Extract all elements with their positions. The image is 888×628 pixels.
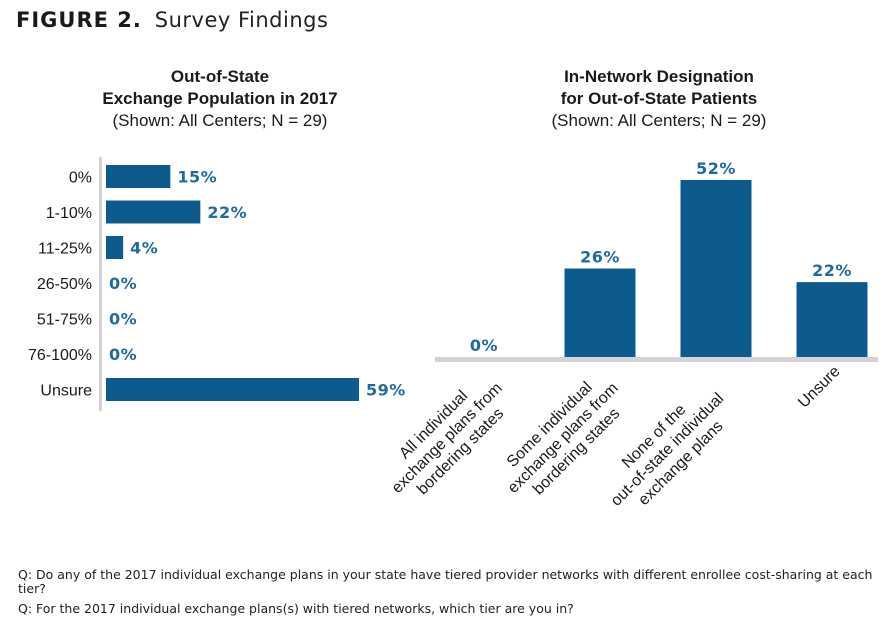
footer-notes: Q: Do any of the 2017 individual exchang… bbox=[18, 568, 878, 622]
right-chart-category-label-line: exchange plans from bbox=[389, 380, 506, 497]
left-bar-chart: 0% 15% 1-10% 22% 11-25% 4% 26-50% 0% 51-75% 0% 76-… bbox=[28, 157, 406, 411]
left-chart-value-label: 22% bbox=[207, 203, 247, 222]
left-chart-bar bbox=[106, 236, 124, 259]
right-chart-title-line-2: for Out-of-State Patients bbox=[560, 89, 758, 108]
right-chart-value-label: 22% bbox=[812, 261, 852, 280]
left-chart-category-label: Unsure bbox=[40, 383, 92, 400]
left-chart-title: Out-of-State Exchange Population in 2017… bbox=[60, 66, 380, 132]
left-chart-subtitle: (Shown: All Centers; N = 29) bbox=[112, 111, 328, 130]
left-chart-value-label: 15% bbox=[177, 168, 217, 187]
right-chart-bar bbox=[680, 180, 752, 357]
left-chart-category-label: 0% bbox=[69, 170, 92, 187]
right-chart-bar bbox=[796, 282, 868, 357]
right-chart-category-label-line: exchange plans from bbox=[505, 380, 622, 497]
left-chart-value-label: 59% bbox=[366, 381, 406, 400]
right-chart-category-label-line: out-of-state individual bbox=[608, 390, 728, 510]
left-chart-category-label: 76-100% bbox=[28, 347, 92, 364]
figure-title: FIGURE 2. Survey Findings bbox=[16, 6, 328, 33]
right-chart-bar bbox=[564, 268, 636, 357]
right-chart-value-label: 52% bbox=[696, 159, 736, 178]
right-chart-value-label: 26% bbox=[580, 248, 620, 267]
left-chart-category-label: 51-75% bbox=[37, 312, 92, 329]
left-chart-value-label: 0% bbox=[109, 345, 137, 364]
right-chart-title: In-Network Designation for Out-of-State … bbox=[484, 66, 834, 132]
right-chart-axis bbox=[435, 357, 878, 362]
right-chart-title-line-1: In-Network Designation bbox=[564, 67, 754, 86]
figure-number: FIGURE 2. bbox=[16, 8, 142, 32]
footer-question-2: Q: For the 2017 individual exchange plan… bbox=[18, 601, 574, 616]
left-chart-bar bbox=[106, 200, 201, 224]
left-chart-value-label: 4% bbox=[130, 239, 158, 258]
figure-name: Survey Findings bbox=[154, 8, 329, 32]
left-chart-title-line-1: Out-of-State bbox=[170, 67, 270, 86]
charts-canvas: 0% 15% 1-10% 22% 11-25% 4% 26-50% 0% 51-75% 0% 76-… bbox=[28, 157, 878, 510]
left-chart-category-label: 26-50% bbox=[37, 276, 92, 293]
left-chart-category-label: 11-25% bbox=[38, 241, 92, 258]
footer-question-1: Q: Do any of the 2017 individual exchang… bbox=[18, 567, 873, 596]
left-chart-category-label: 1-10% bbox=[46, 205, 92, 222]
left-chart-bar bbox=[106, 165, 171, 188]
right-chart-category-label: Unsure bbox=[795, 363, 844, 412]
left-chart-bar bbox=[106, 378, 359, 401]
left-chart-axis bbox=[99, 157, 102, 411]
left-chart-title-line-2: Exchange Population in 2017 bbox=[102, 89, 338, 108]
right-chart-value-label: 0% bbox=[470, 336, 498, 355]
left-chart-value-label: 0% bbox=[109, 274, 137, 293]
right-chart-category-label-line: Unsure bbox=[795, 363, 844, 412]
left-chart-value-label: 0% bbox=[109, 310, 137, 329]
right-chart-subtitle: (Shown: All Centers; N = 29) bbox=[551, 111, 767, 130]
